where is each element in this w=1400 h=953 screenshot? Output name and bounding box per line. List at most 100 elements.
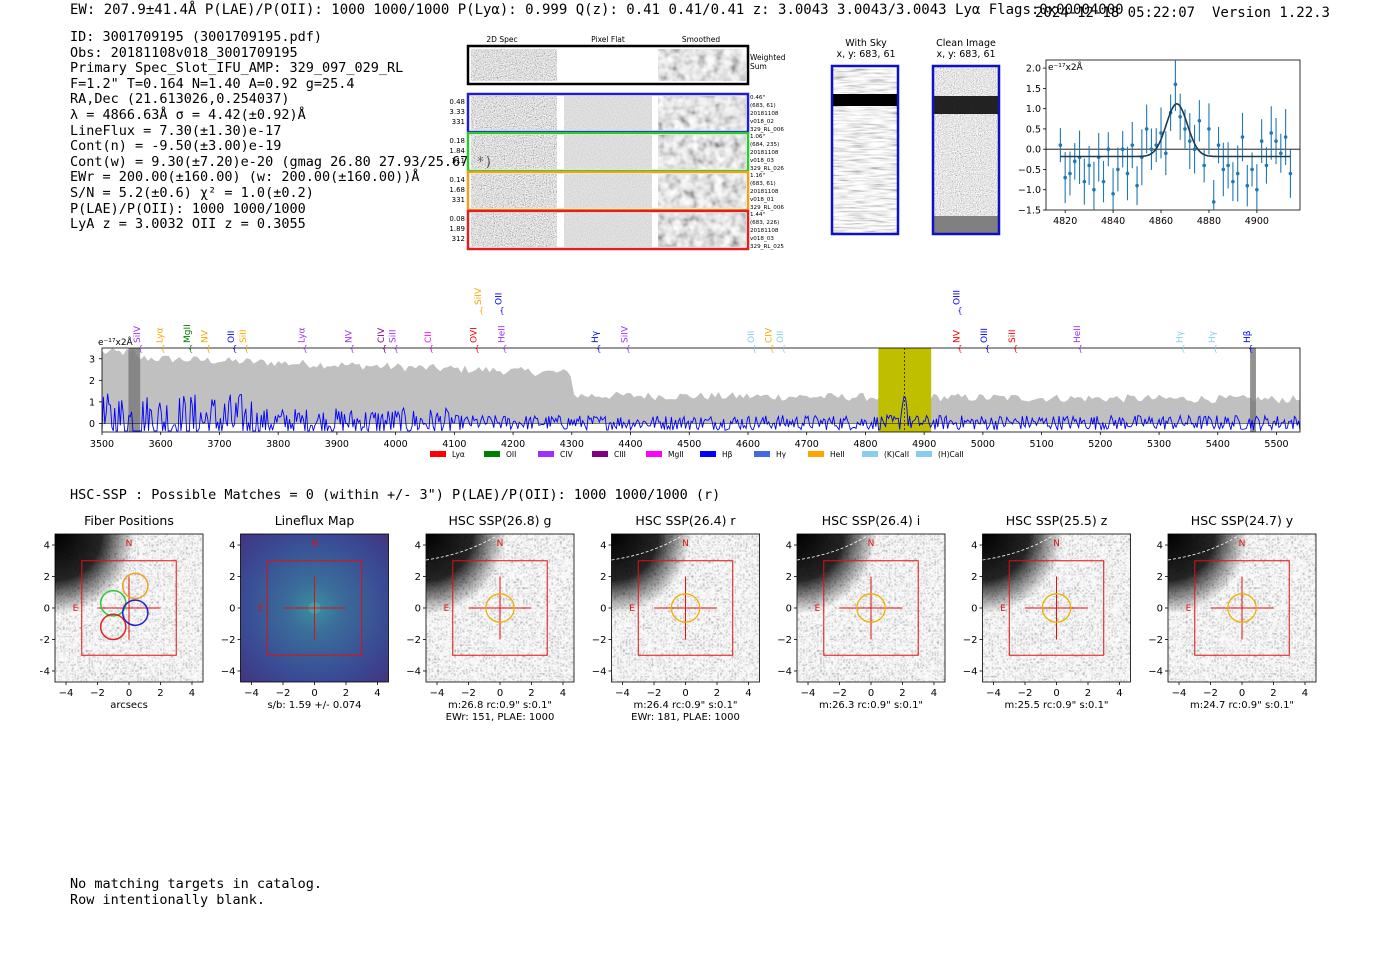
- x-tick-label: 4840: [1101, 216, 1125, 227]
- search-box: [637, 560, 734, 656]
- cutout-pixelflat: [564, 96, 652, 130]
- x-tick-label: −4: [615, 688, 630, 699]
- emission-line-brace: {: [232, 344, 237, 353]
- legend-label: OII: [506, 450, 516, 459]
- y-tick-label: 0: [229, 604, 235, 615]
- footer-note: No matching targets in catalog. Row inte…: [70, 876, 322, 908]
- legend-swatch: [592, 451, 608, 457]
- x-tick-label: 0: [1053, 688, 1059, 699]
- compass-east: E: [1186, 604, 1192, 614]
- data-point: [1269, 131, 1274, 135]
- col-header-pixelflat: Pixel Flat: [591, 35, 625, 44]
- data-point: [1288, 171, 1293, 176]
- data-point: [1178, 114, 1182, 119]
- data-point: [1235, 171, 1240, 176]
- y-tick-label: 0: [600, 604, 606, 615]
- y-tick-label: −4: [963, 666, 978, 677]
- sky-panels: [830, 64, 1001, 236]
- legend-label: CIV: [560, 450, 573, 459]
- compass-north: N: [497, 539, 504, 549]
- cutout-pixelflat: [564, 174, 652, 208]
- fiber-circle: [121, 572, 149, 600]
- emission-line-brace: {: [479, 306, 484, 315]
- line-fit-chart: −1.5 −1.0 −0.5 0.0 0.5 1.0 1.5 2.0 4820 4840 4860 4…: [1018, 59, 1301, 227]
- cutout-left-value: 331: [452, 118, 465, 126]
- data-point: [1135, 183, 1139, 188]
- contour-ellipse: [1167, 535, 1239, 561]
- x-tick-label: −4: [244, 688, 259, 699]
- cutout-left-value: 0.14: [449, 176, 465, 184]
- y-tick-label: −4: [777, 666, 792, 677]
- emission-line-label: OII: [776, 331, 786, 343]
- x-tick-label: 2: [157, 688, 163, 699]
- data-point: [1226, 163, 1230, 168]
- cutout-right-info: v018_03: [750, 158, 774, 164]
- emission-line-brace: {: [303, 344, 308, 353]
- y-tick-label: −4: [40, 666, 50, 677]
- x-tick-label: 4: [374, 688, 380, 699]
- y-tick-label: −4: [221, 666, 236, 677]
- weighted-sum-label: Weighted Sum: [750, 53, 786, 71]
- cutout-right-info: (683, 61): [750, 103, 776, 109]
- spectrum-unit-label: e⁻¹⁷x2Å: [98, 336, 134, 348]
- emission-line-brace: {: [596, 344, 601, 353]
- x-tick-label: −2: [1203, 688, 1218, 699]
- y-tick-label: −0.5: [1018, 165, 1041, 176]
- data-point: [1106, 147, 1111, 151]
- contour-ellipse: [425, 535, 497, 561]
- hsc-summary: HSC-SSP : Possible Matches = 0 (within +…: [70, 487, 721, 503]
- x-tick-label: −4: [430, 688, 445, 699]
- emission-line-label: Lyα: [298, 327, 308, 343]
- info-line: LineFlux = 7.30(±1.30)e-17: [70, 122, 282, 139]
- y-tick-label: −2: [963, 635, 978, 646]
- emission-line-brace: {: [957, 306, 962, 315]
- x-tick-label: 4860: [1149, 216, 1173, 227]
- y-tick-label: 0: [89, 419, 95, 430]
- x-tick-label: 2: [1270, 688, 1276, 699]
- legend-swatch: [808, 451, 824, 457]
- contour-ellipse: [982, 535, 1053, 561]
- cutout-right-info: 329_RL_006: [750, 205, 784, 211]
- panel-title: Lineflux Map: [275, 513, 355, 528]
- x-tick-label: −2: [647, 688, 662, 699]
- x-tick-label: 4400: [618, 439, 642, 450]
- data-point: [1144, 127, 1149, 131]
- cutout-right-info: 1.06": [750, 134, 765, 140]
- footer-line: Row intentionally blank.: [70, 891, 266, 908]
- emission-line-brace: {: [499, 306, 504, 315]
- cutout-row-frame: [466, 209, 750, 251]
- panel-title: HSC SSP(25.5) z: [1006, 513, 1108, 528]
- compass-east: E: [1000, 604, 1006, 614]
- emission-line-brace: {: [206, 344, 211, 353]
- y-tick-label: −1.0: [1018, 185, 1041, 196]
- data-point: [1111, 191, 1115, 196]
- info-line: Cont(n) = -9.50(±3.00)e-19: [70, 138, 282, 155]
- panel-title: Fiber Positions: [84, 513, 174, 528]
- emission-line-brace: {: [138, 344, 143, 353]
- data-point: [1159, 131, 1163, 135]
- emission-line-label: OIII: [952, 290, 962, 305]
- x-tick-label: 0: [1239, 688, 1245, 699]
- cutout-right-info: 20181108: [750, 150, 779, 156]
- y-tick-label: 2: [786, 572, 792, 583]
- y-tick-label: −2: [406, 635, 421, 646]
- emission-line-label: HeII: [1073, 325, 1083, 343]
- y-tick-label: −2: [592, 635, 607, 646]
- cutout-left-value: 0.48: [449, 98, 465, 106]
- fiber-circle: [121, 599, 149, 627]
- x-tick-label: 4: [1116, 688, 1122, 699]
- compass-north: N: [868, 539, 875, 549]
- info-line: LyA z = 3.0032 OII z = 0.3055: [70, 216, 306, 233]
- cutout-right-info: (683, 61): [750, 181, 776, 187]
- info-line: ID: 3001709195 (3001709195.pdf): [70, 29, 322, 45]
- data-point: [1101, 179, 1106, 184]
- emission-line-label: Hγ: [1176, 330, 1186, 343]
- x-tick-label: 0: [682, 688, 688, 699]
- x-tick-label: −4: [1172, 688, 1187, 699]
- aperture-circle: [485, 593, 515, 623]
- emission-line-label: OII: [747, 331, 757, 343]
- x-tick-label: 4300: [560, 439, 584, 450]
- data-point: [1264, 163, 1269, 168]
- cutout-left-value: 3.33: [449, 108, 465, 116]
- cutout-right-info: 329_RL_006: [750, 127, 784, 133]
